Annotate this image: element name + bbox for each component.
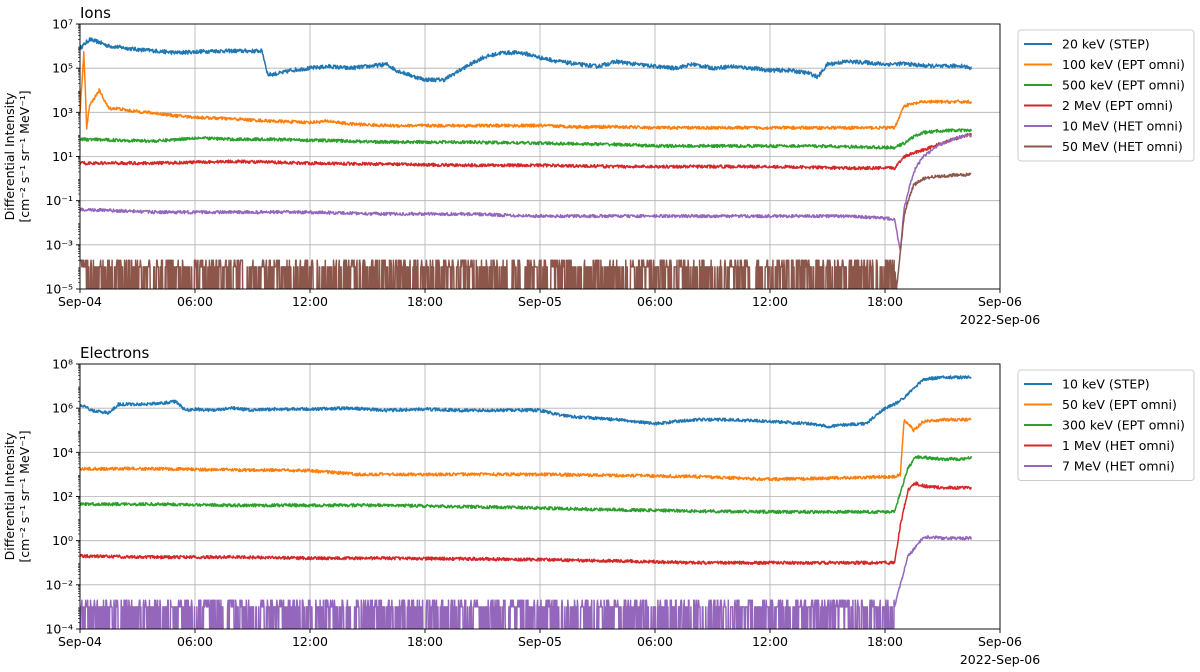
legend-entry: 100 keV (EPT omni) bbox=[1062, 57, 1185, 72]
legend-box bbox=[1017, 369, 1195, 481]
legend-entry: 2 MeV (EPT omni) bbox=[1062, 98, 1173, 113]
x-tick-label: 06:00 bbox=[177, 294, 213, 309]
y-axis-label: Differential Intensity bbox=[2, 92, 17, 220]
legend-entry: 500 keV (EPT omni) bbox=[1062, 78, 1185, 93]
series-50-kev-ept-omni bbox=[80, 417, 972, 482]
legend-entry: 50 keV (EPT omni) bbox=[1062, 397, 1177, 412]
series-100-kev-ept-omni bbox=[80, 51, 972, 131]
y-tick-label: 10³ bbox=[52, 105, 73, 120]
x-tick-label: Sep-05 bbox=[518, 294, 562, 309]
x-tick-label: Sep-05 bbox=[518, 634, 562, 649]
series-20-kev-step bbox=[80, 37, 972, 83]
y-axis-label-units: [cm⁻² s⁻¹ sr⁻¹ MeV⁻¹] bbox=[17, 430, 32, 562]
y-tick-label: 10² bbox=[52, 489, 73, 504]
panel-electrons: Sep-04 06:00 12:00 18:00 Sep-05 06:00 12:00 18:… bbox=[2, 344, 1195, 667]
x-tick-label: 18:00 bbox=[407, 634, 443, 649]
x-tick-label: Sep-06 bbox=[978, 294, 1022, 309]
y-tick-label: 10⁻³ bbox=[45, 237, 73, 252]
legend: 20 keV (STEP) 100 keV (EPT omni) 500 keV (… bbox=[1017, 29, 1195, 162]
x-tick-label: Sep-06 bbox=[978, 634, 1022, 649]
panel-title: Ions bbox=[80, 4, 111, 22]
y-tick-label: 10¹ bbox=[52, 149, 73, 164]
x-axis-date-label: 2022-Sep-06 bbox=[960, 312, 1040, 327]
x-tick-label: 06:00 bbox=[637, 294, 673, 309]
y-tick-label: 10⁴ bbox=[52, 445, 73, 460]
y-tick-label: 10⁻⁴ bbox=[45, 622, 73, 637]
legend-entry: 10 MeV (HET omni) bbox=[1062, 119, 1183, 134]
y-tick-label: 10⁶ bbox=[52, 401, 73, 416]
y-tick-label: 10⁻¹ bbox=[45, 193, 73, 208]
x-tick-label: 18:00 bbox=[867, 634, 903, 649]
y-axis-label: Differential Intensity bbox=[2, 432, 17, 560]
legend-box bbox=[1017, 29, 1195, 162]
x-tick-label: 12:00 bbox=[752, 294, 788, 309]
x-tick-label: 06:00 bbox=[177, 634, 213, 649]
x-tick-label: 12:00 bbox=[292, 634, 328, 649]
x-tick-label: 12:00 bbox=[752, 634, 788, 649]
series-1-mev-het-omni bbox=[80, 481, 972, 566]
panel-ions: Sep-04 06:00 12:00 18:00 Sep-05 06:00 12:00 18:… bbox=[2, 4, 1195, 327]
y-axis-label-units: [cm⁻² s⁻¹ sr⁻¹ MeV⁻¹] bbox=[17, 90, 32, 222]
x-tick-label: 18:00 bbox=[407, 294, 443, 309]
y-tick-label: 10⁵ bbox=[52, 61, 73, 76]
x-axis-date-label: 2022-Sep-06 bbox=[960, 652, 1040, 667]
x-tick-label: Sep-04 bbox=[58, 294, 102, 309]
series-500-kev-ept-omni bbox=[80, 128, 972, 150]
legend-entry: 10 keV (STEP) bbox=[1062, 377, 1150, 392]
series-50-mev-het-omni bbox=[80, 172, 972, 289]
y-axis: 10⁻⁴ 10⁻² 10⁰ 10² 10⁴ 10⁶ 10⁸ bbox=[45, 357, 80, 637]
legend-entry: 20 keV (STEP) bbox=[1062, 37, 1150, 52]
legend-entry: 50 MeV (HET omni) bbox=[1062, 139, 1183, 154]
y-axis: 10⁻⁵ 10⁻³ 10⁻¹ 10¹ 10³ 10⁵ 10⁷ bbox=[45, 17, 80, 297]
series-10-mev-het-omni bbox=[80, 133, 972, 252]
x-tick-label: Sep-04 bbox=[58, 634, 102, 649]
y-tick-label: 10⁸ bbox=[52, 357, 73, 372]
y-tick-label: 10⁷ bbox=[52, 17, 73, 32]
plot-area bbox=[80, 375, 972, 629]
x-axis: Sep-04 06:00 12:00 18:00 Sep-05 06:00 12:00 18:… bbox=[58, 629, 1040, 667]
series-300-kev-ept-omni bbox=[80, 454, 972, 515]
legend-entry: 7 MeV (HET omni) bbox=[1062, 459, 1175, 474]
series-10-kev-step bbox=[80, 375, 972, 429]
legend-entry: 300 keV (EPT omni) bbox=[1062, 418, 1185, 433]
plot-area bbox=[80, 37, 972, 289]
x-axis: Sep-04 06:00 12:00 18:00 Sep-05 06:00 12:00 18:… bbox=[58, 289, 1040, 327]
x-tick-label: 18:00 bbox=[867, 294, 903, 309]
legend: 10 keV (STEP) 50 keV (EPT omni) 300 keV (E… bbox=[1017, 369, 1195, 481]
grid bbox=[79, 363, 1001, 630]
legend-entry: 1 MeV (HET omni) bbox=[1062, 438, 1175, 453]
series-2-mev-ept-omni bbox=[80, 132, 972, 171]
y-tick-label: 10⁻⁵ bbox=[45, 282, 73, 297]
y-tick-label: 10⁰ bbox=[52, 533, 73, 548]
x-tick-label: 12:00 bbox=[292, 294, 328, 309]
x-tick-label: 06:00 bbox=[637, 634, 673, 649]
panel-title: Electrons bbox=[80, 344, 150, 362]
y-tick-label: 10⁻² bbox=[45, 577, 73, 592]
